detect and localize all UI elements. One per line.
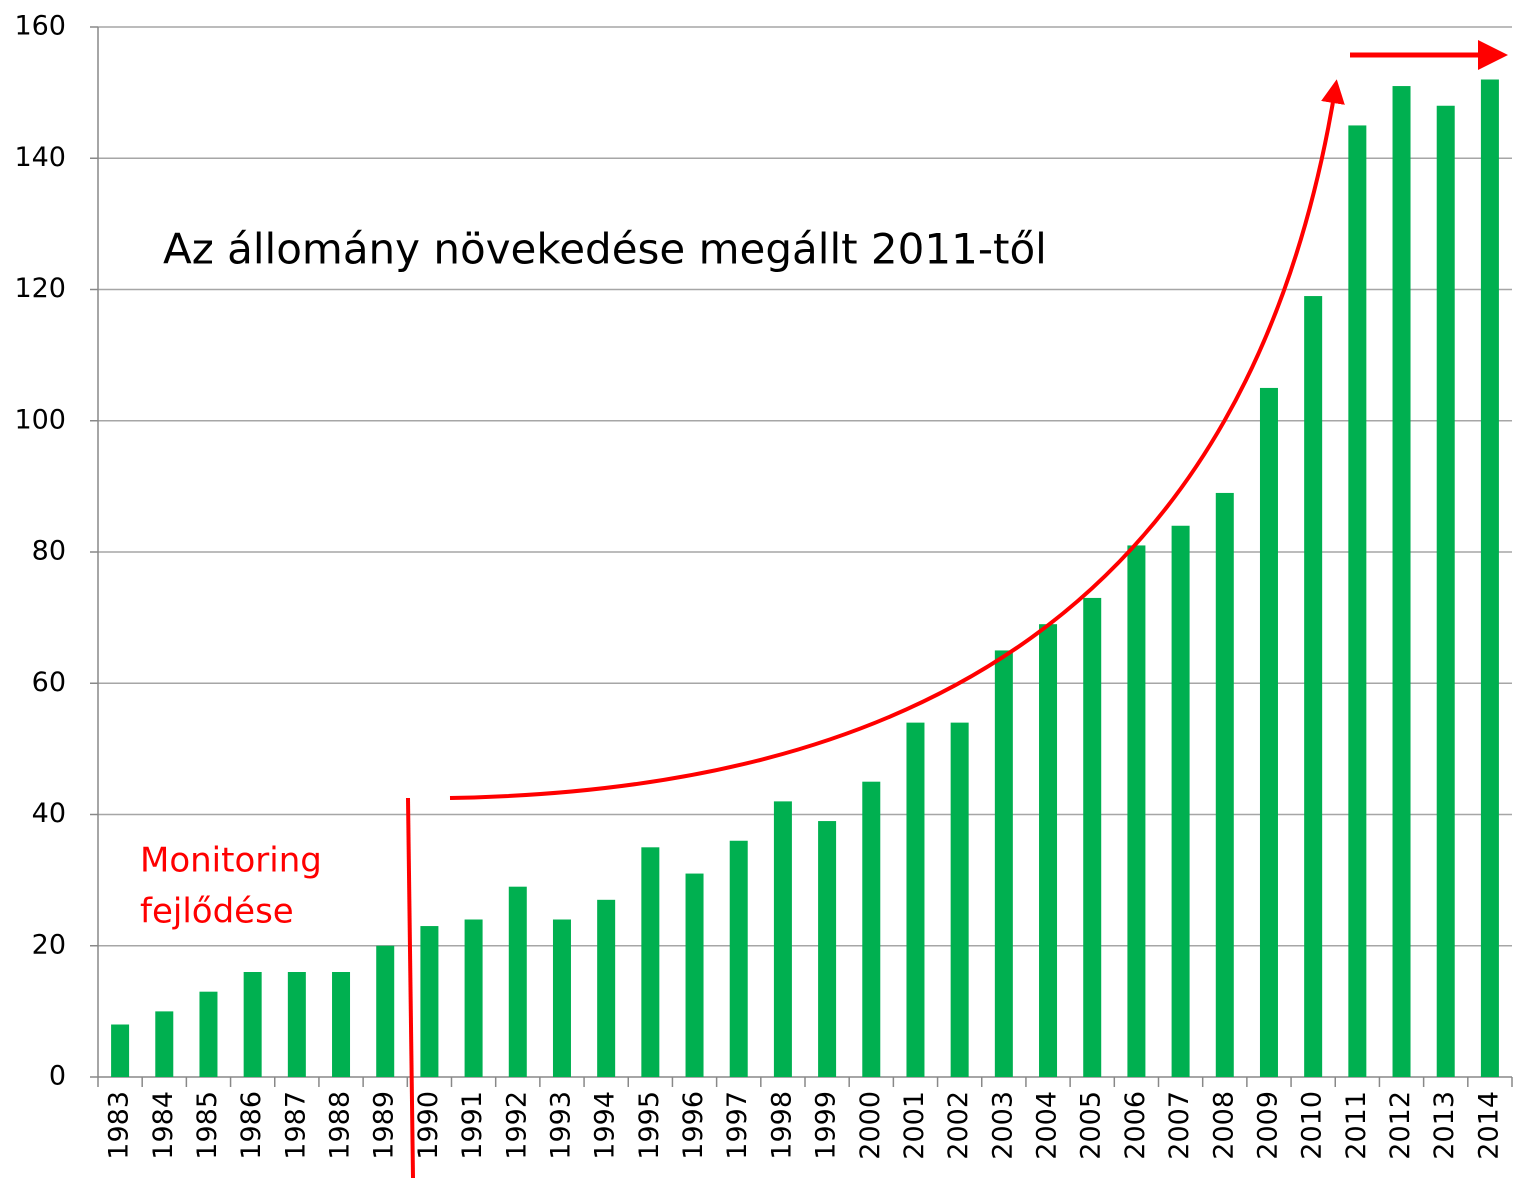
bar [111, 1024, 130, 1077]
bar [552, 919, 571, 1077]
bar [906, 722, 925, 1077]
bar [1436, 105, 1455, 1077]
y-tick-label: 40 [32, 798, 66, 829]
x-tick-label: 2013 [1429, 1091, 1460, 1160]
x-tick-label: 1991 [457, 1091, 488, 1160]
bar [243, 972, 262, 1077]
x-tick-label: 1999 [811, 1091, 842, 1160]
plot: 0 20 40 60 80 100 120 140 160 1983 1984 1985 1986 198… [14, 11, 1513, 1160]
bar [420, 926, 439, 1077]
x-tick-label: 1996 [678, 1091, 709, 1160]
x-tick-label: 1984 [148, 1091, 179, 1160]
x-tick-label: 2012 [1385, 1091, 1416, 1160]
annotation: Monitoring [140, 841, 322, 881]
bar [1480, 79, 1499, 1077]
bar [994, 650, 1013, 1077]
x-tick-label: 2001 [899, 1091, 930, 1160]
x-tick-label: 2006 [1120, 1091, 1151, 1160]
bar [1127, 545, 1146, 1077]
y-tick-label: 60 [32, 667, 66, 698]
bar [1171, 525, 1190, 1077]
x-tick-label: 2007 [1164, 1091, 1195, 1160]
bar [950, 722, 969, 1077]
x-tick-label: 1993 [545, 1091, 576, 1160]
x-tick-label: 1992 [501, 1091, 532, 1160]
annotation: Az állomány növekedése megállt 2011-től [163, 225, 1047, 274]
bar [1304, 296, 1323, 1077]
bar [597, 899, 616, 1077]
y-tick-label: 100 [14, 404, 66, 435]
bar [155, 1011, 174, 1077]
x-tick-label: 1994 [590, 1091, 621, 1160]
x-tick-label: 2008 [1208, 1091, 1239, 1160]
bar [729, 840, 748, 1077]
y-tick-label: 0 [49, 1061, 66, 1092]
x-tick-label: 2014 [1473, 1091, 1504, 1160]
bar [685, 873, 704, 1077]
bar [1259, 387, 1278, 1077]
x-tick-label: 2003 [987, 1091, 1018, 1160]
bar [1083, 597, 1102, 1077]
x-tick-label: 2009 [1252, 1091, 1283, 1160]
bar [376, 945, 395, 1077]
x-tick-label: 2011 [1341, 1091, 1372, 1160]
x-tick-label: 1986 [236, 1091, 267, 1160]
bar [641, 847, 660, 1077]
x-tick-label: 1985 [192, 1091, 223, 1160]
bar [862, 781, 881, 1077]
bar [1348, 125, 1367, 1077]
x-tick-label: 1988 [325, 1091, 356, 1160]
growth-arrow [449, 79, 1345, 800]
y-tick-label: 120 [14, 273, 66, 304]
bar [332, 972, 351, 1077]
x-tick-label: 1983 [104, 1091, 135, 1160]
y-tick-label: 20 [32, 929, 66, 960]
x-tick-label: 2004 [1032, 1091, 1063, 1160]
x-tick-label: 1989 [369, 1091, 400, 1160]
bar [199, 991, 218, 1077]
bar [464, 919, 483, 1077]
x-tick-label: 1997 [722, 1091, 753, 1160]
bar [818, 821, 837, 1077]
x-tick-label: 1987 [280, 1091, 311, 1160]
y-tick-label: 140 [14, 142, 66, 173]
divider-line [406, 797, 415, 1179]
bar [287, 972, 306, 1077]
bar [1392, 86, 1411, 1077]
y-tick-label: 80 [32, 536, 66, 567]
x-tick-label: 2002 [943, 1091, 974, 1160]
bar [773, 801, 792, 1077]
x-tick-label: 2000 [855, 1091, 886, 1160]
bar [1039, 624, 1058, 1077]
x-tick-label: 1998 [766, 1091, 797, 1160]
x-tick-label: 1995 [634, 1091, 665, 1160]
x-tick-label: 2005 [1076, 1091, 1107, 1160]
x-tick-label: 2010 [1297, 1091, 1328, 1160]
y-tick-label: 160 [14, 11, 66, 42]
bar [508, 886, 527, 1077]
bar [1215, 492, 1234, 1077]
annotation: fejlődése [140, 892, 294, 932]
x-tick-label: 1990 [413, 1091, 444, 1160]
